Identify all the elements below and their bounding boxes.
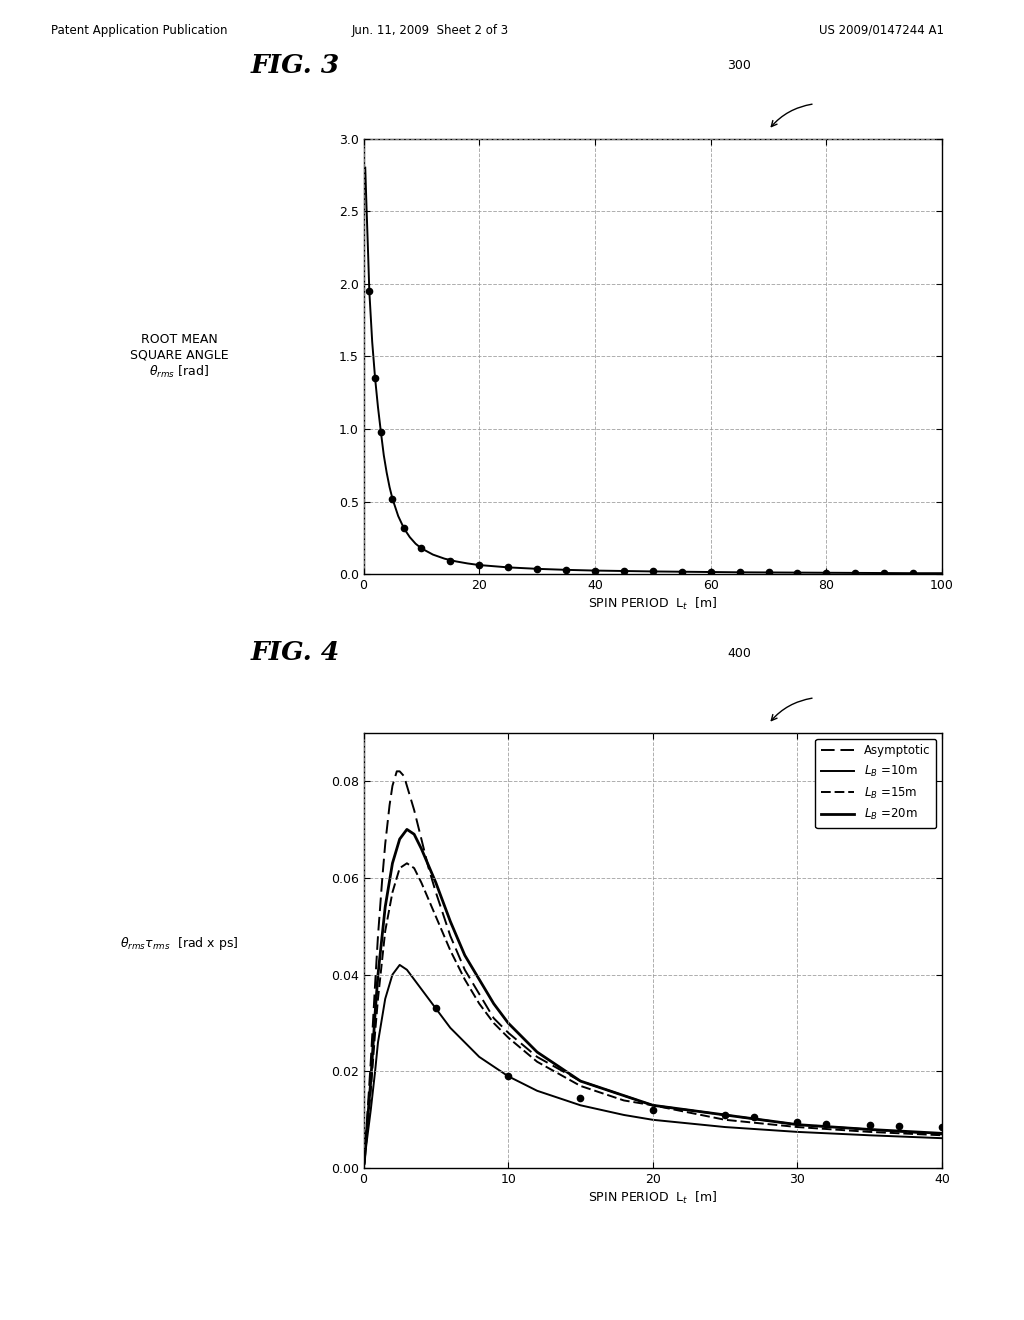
Text: Jun. 11, 2009  Sheet 2 of 3: Jun. 11, 2009 Sheet 2 of 3 bbox=[351, 24, 509, 37]
Text: 300: 300 bbox=[727, 59, 751, 73]
X-axis label: SPIN PERIOD  L$_t$  [m]: SPIN PERIOD L$_t$ [m] bbox=[588, 1191, 718, 1206]
Text: FIG. 4: FIG. 4 bbox=[251, 640, 340, 665]
Text: 400: 400 bbox=[727, 647, 751, 660]
Legend: Asymptotic, $L_B$ =10m, $L_B$ =15m, $L_B$ =20m: Asymptotic, $L_B$ =10m, $L_B$ =15m, $L_B… bbox=[815, 738, 936, 828]
Text: Patent Application Publication: Patent Application Publication bbox=[51, 24, 227, 37]
Text: FIG. 3: FIG. 3 bbox=[251, 53, 340, 78]
Text: ROOT MEAN
SQUARE ANGLE
$\theta_{rms}$ [rad]: ROOT MEAN SQUARE ANGLE $\theta_{rms}$ [r… bbox=[130, 333, 228, 380]
Text: US 2009/0147244 A1: US 2009/0147244 A1 bbox=[819, 24, 944, 37]
Text: $\theta_{rms}\tau_{rms}$  [rad x ps]: $\theta_{rms}\tau_{rms}$ [rad x ps] bbox=[120, 936, 239, 952]
X-axis label: SPIN PERIOD  L$_t$  [m]: SPIN PERIOD L$_t$ [m] bbox=[588, 597, 718, 612]
